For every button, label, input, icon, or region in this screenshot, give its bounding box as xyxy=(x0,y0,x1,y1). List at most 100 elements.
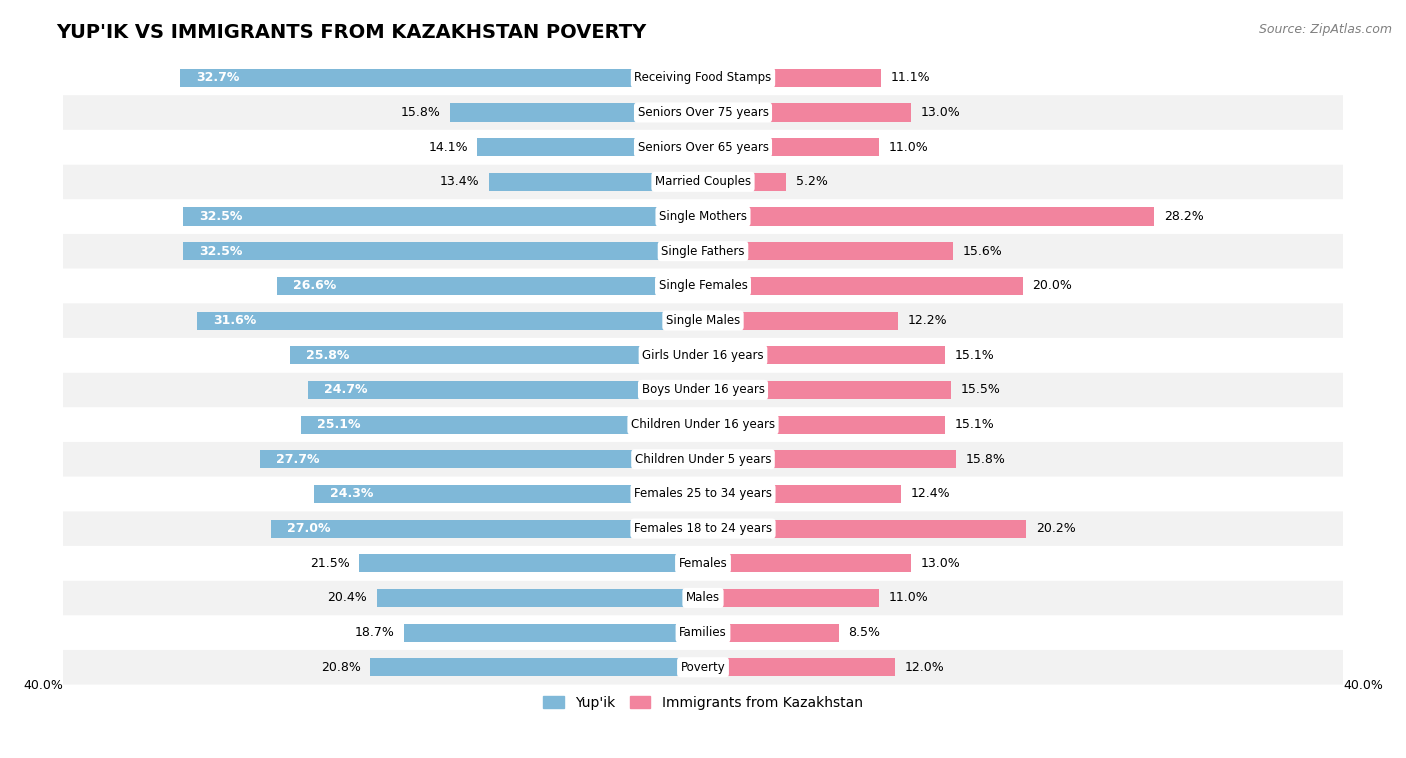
Text: 11.0%: 11.0% xyxy=(889,591,928,604)
Text: Females 25 to 34 years: Females 25 to 34 years xyxy=(634,487,772,500)
Text: 15.8%: 15.8% xyxy=(966,453,1005,465)
Bar xyxy=(180,69,703,87)
Text: 24.3%: 24.3% xyxy=(330,487,374,500)
Bar xyxy=(301,415,703,434)
FancyBboxPatch shape xyxy=(63,199,1343,234)
Text: Single Females: Single Females xyxy=(658,280,748,293)
Bar xyxy=(703,519,1026,537)
Bar xyxy=(271,519,703,537)
Text: 14.1%: 14.1% xyxy=(429,141,468,154)
Text: 27.7%: 27.7% xyxy=(276,453,319,465)
Bar xyxy=(290,346,703,365)
FancyBboxPatch shape xyxy=(63,546,1343,581)
Bar xyxy=(359,554,703,572)
Bar xyxy=(183,242,703,260)
Text: 31.6%: 31.6% xyxy=(214,314,257,327)
Text: 18.7%: 18.7% xyxy=(354,626,394,639)
Bar xyxy=(703,69,880,87)
Text: 15.8%: 15.8% xyxy=(401,106,440,119)
Text: 20.4%: 20.4% xyxy=(328,591,367,604)
Text: Source: ZipAtlas.com: Source: ZipAtlas.com xyxy=(1258,23,1392,36)
Text: 12.4%: 12.4% xyxy=(911,487,950,500)
FancyBboxPatch shape xyxy=(63,164,1343,199)
Bar xyxy=(703,415,945,434)
Bar xyxy=(308,381,703,399)
Text: Single Males: Single Males xyxy=(666,314,740,327)
Text: 27.0%: 27.0% xyxy=(287,522,330,535)
Bar xyxy=(478,138,703,156)
FancyBboxPatch shape xyxy=(63,442,1343,477)
Bar xyxy=(703,589,879,607)
Text: 25.8%: 25.8% xyxy=(307,349,350,362)
Text: 21.5%: 21.5% xyxy=(309,556,350,570)
Legend: Yup'ik, Immigrants from Kazakhstan: Yup'ik, Immigrants from Kazakhstan xyxy=(538,690,868,715)
Text: 40.0%: 40.0% xyxy=(1343,678,1384,691)
Text: Receiving Food Stamps: Receiving Food Stamps xyxy=(634,71,772,84)
Bar xyxy=(703,104,911,121)
Text: 13.4%: 13.4% xyxy=(439,175,479,188)
Bar xyxy=(489,173,703,191)
FancyBboxPatch shape xyxy=(63,477,1343,511)
Text: 24.7%: 24.7% xyxy=(323,384,367,396)
Bar xyxy=(703,381,950,399)
Text: 13.0%: 13.0% xyxy=(921,556,960,570)
Text: 20.8%: 20.8% xyxy=(321,661,360,674)
Text: 8.5%: 8.5% xyxy=(849,626,880,639)
FancyBboxPatch shape xyxy=(63,615,1343,650)
FancyBboxPatch shape xyxy=(63,407,1343,442)
Text: Poverty: Poverty xyxy=(681,661,725,674)
Text: Girls Under 16 years: Girls Under 16 years xyxy=(643,349,763,362)
FancyBboxPatch shape xyxy=(63,96,1343,130)
Bar xyxy=(703,624,839,641)
Text: Single Mothers: Single Mothers xyxy=(659,210,747,223)
Bar xyxy=(377,589,703,607)
Bar xyxy=(703,312,898,330)
Bar xyxy=(260,450,703,468)
Bar xyxy=(703,138,879,156)
Text: 12.0%: 12.0% xyxy=(904,661,945,674)
FancyBboxPatch shape xyxy=(63,372,1343,407)
Text: 15.1%: 15.1% xyxy=(955,418,994,431)
Bar xyxy=(703,208,1154,226)
Text: 40.0%: 40.0% xyxy=(22,678,63,691)
Bar xyxy=(404,624,703,641)
Text: 32.7%: 32.7% xyxy=(195,71,239,84)
Text: Single Fathers: Single Fathers xyxy=(661,245,745,258)
Text: YUP'IK VS IMMIGRANTS FROM KAZAKHSTAN POVERTY: YUP'IK VS IMMIGRANTS FROM KAZAKHSTAN POV… xyxy=(56,23,647,42)
Text: Females 18 to 24 years: Females 18 to 24 years xyxy=(634,522,772,535)
Bar xyxy=(703,658,896,676)
Text: 20.2%: 20.2% xyxy=(1036,522,1076,535)
Text: 15.6%: 15.6% xyxy=(962,245,1002,258)
FancyBboxPatch shape xyxy=(63,511,1343,546)
Text: Married Couples: Married Couples xyxy=(655,175,751,188)
FancyBboxPatch shape xyxy=(63,303,1343,338)
Bar xyxy=(703,554,911,572)
Text: 11.1%: 11.1% xyxy=(890,71,929,84)
Text: 5.2%: 5.2% xyxy=(796,175,828,188)
Text: 20.0%: 20.0% xyxy=(1032,280,1073,293)
Bar xyxy=(450,104,703,121)
Bar xyxy=(183,208,703,226)
Bar xyxy=(314,485,703,503)
Bar xyxy=(703,450,956,468)
Text: 26.6%: 26.6% xyxy=(294,280,336,293)
Text: Seniors Over 75 years: Seniors Over 75 years xyxy=(637,106,769,119)
Text: Boys Under 16 years: Boys Under 16 years xyxy=(641,384,765,396)
Bar xyxy=(703,173,786,191)
Text: 11.0%: 11.0% xyxy=(889,141,928,154)
Bar xyxy=(277,277,703,295)
Text: 15.5%: 15.5% xyxy=(960,384,1001,396)
Text: Males: Males xyxy=(686,591,720,604)
Text: Children Under 16 years: Children Under 16 years xyxy=(631,418,775,431)
Text: 15.1%: 15.1% xyxy=(955,349,994,362)
Bar xyxy=(370,658,703,676)
FancyBboxPatch shape xyxy=(63,130,1343,164)
Text: 12.2%: 12.2% xyxy=(908,314,948,327)
FancyBboxPatch shape xyxy=(63,338,1343,372)
Bar xyxy=(703,346,945,365)
Text: 28.2%: 28.2% xyxy=(1164,210,1204,223)
Text: 25.1%: 25.1% xyxy=(318,418,361,431)
Text: Children Under 5 years: Children Under 5 years xyxy=(634,453,772,465)
Text: Families: Families xyxy=(679,626,727,639)
Text: 13.0%: 13.0% xyxy=(921,106,960,119)
